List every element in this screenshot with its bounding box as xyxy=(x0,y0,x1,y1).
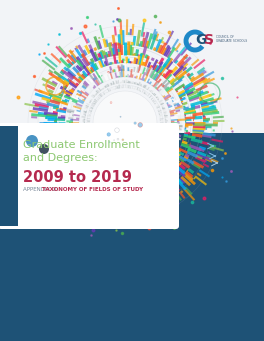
Text: APPENDIX D:: APPENDIX D: xyxy=(23,187,60,192)
Circle shape xyxy=(26,135,38,147)
Text: COUNCIL OF: COUNCIL OF xyxy=(216,35,234,40)
Text: S: S xyxy=(204,33,214,47)
Circle shape xyxy=(120,116,121,117)
Text: Graduate Enrollment: Graduate Enrollment xyxy=(23,140,140,150)
Circle shape xyxy=(39,144,49,154)
Bar xyxy=(0,0,264,133)
Circle shape xyxy=(107,133,110,136)
Bar xyxy=(0,126,18,226)
Bar xyxy=(0,133,264,341)
Text: and Degrees:: and Degrees: xyxy=(23,153,98,163)
FancyBboxPatch shape xyxy=(0,123,179,229)
Circle shape xyxy=(138,123,143,127)
Circle shape xyxy=(122,139,124,141)
Text: G: G xyxy=(195,33,207,47)
Text: TAXONOMY OF FIELDS OF STUDY: TAXONOMY OF FIELDS OF STUDY xyxy=(42,187,143,192)
Circle shape xyxy=(134,122,136,124)
Circle shape xyxy=(93,91,157,155)
Text: 2009 to 2019: 2009 to 2019 xyxy=(23,170,132,185)
Text: GRADUATE SCHOOLS: GRADUATE SCHOOLS xyxy=(216,40,247,44)
